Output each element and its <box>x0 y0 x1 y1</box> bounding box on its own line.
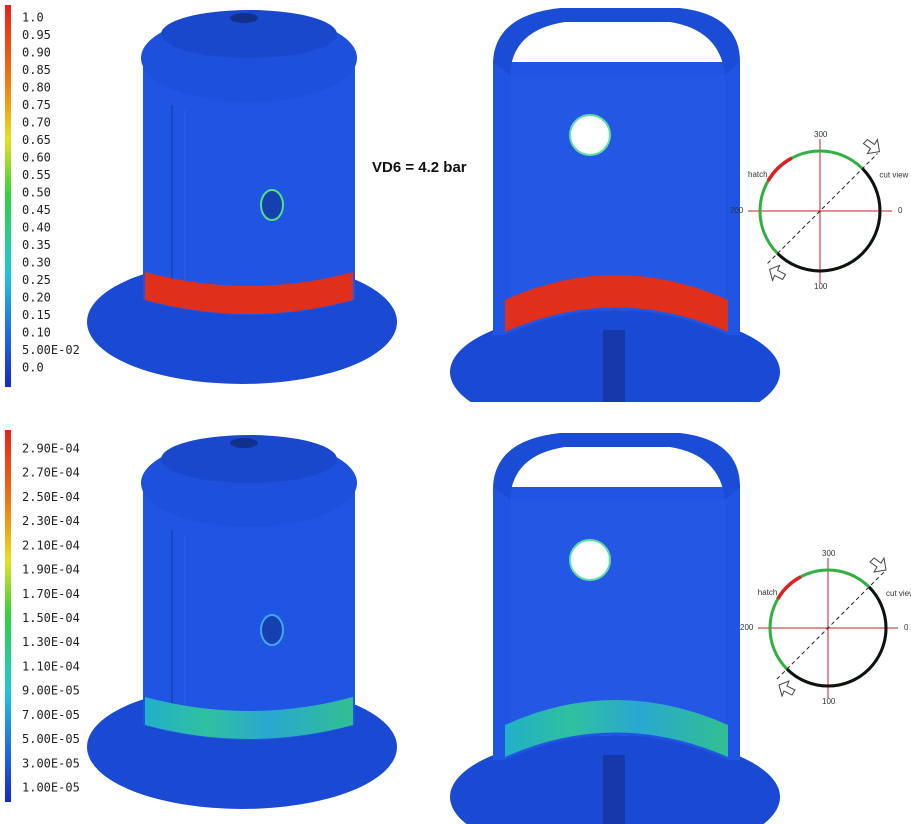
legend-label: 0.60 <box>22 151 51 165</box>
band <box>145 697 353 739</box>
legend-label: 1.30E-04 <box>22 635 80 649</box>
legend-label: 0.15 <box>22 308 51 322</box>
shaft <box>603 330 625 402</box>
arrow <box>869 556 887 573</box>
diagram-label: hatch <box>758 588 778 597</box>
legend-label: 0.75 <box>22 98 51 112</box>
legend-label: 3.00E-05 <box>22 756 80 770</box>
angle-label: 0 <box>898 206 903 215</box>
legend-label: 5.00E-05 <box>22 732 80 746</box>
legend-label: 1.90E-04 <box>22 563 80 577</box>
legend-label: 1.00E-05 <box>22 781 80 795</box>
cut-line <box>776 571 885 680</box>
legend-label: 0.95 <box>22 28 51 42</box>
angle-label: 100 <box>814 282 828 291</box>
legend-label: 1.70E-04 <box>22 587 80 601</box>
legend-label: 0.80 <box>22 81 51 95</box>
legend-label: 0.45 <box>22 203 51 217</box>
body <box>143 483 355 740</box>
legend-label: 0.35 <box>22 238 51 252</box>
dome-top <box>161 10 337 58</box>
opening <box>569 539 611 581</box>
legend-label: 2.70E-04 <box>22 466 80 480</box>
angle-label: 300 <box>822 549 836 558</box>
ring-cut <box>776 167 882 273</box>
angle-label: 200 <box>730 206 744 215</box>
legend-label: 0.85 <box>22 63 51 77</box>
band <box>505 275 728 332</box>
legend-label: 2.90E-04 <box>22 442 80 456</box>
legend-label: 0.10 <box>22 326 51 340</box>
angle-label: 200 <box>740 623 754 632</box>
legend-label: 2.30E-04 <box>22 514 80 528</box>
body <box>143 58 355 315</box>
legend-label: 1.50E-04 <box>22 611 80 625</box>
angle-label: 300 <box>814 130 828 139</box>
color-bar <box>5 5 11 387</box>
dome-top <box>161 435 337 483</box>
hatch-arc <box>766 156 793 182</box>
model <box>87 10 397 384</box>
apex <box>230 13 258 23</box>
diagram-label: cut view <box>886 589 911 598</box>
legend-label: 0.20 <box>22 291 51 305</box>
legend-label: 0.65 <box>22 133 51 147</box>
annotation: VD6 = 4.2 bar <box>372 159 467 176</box>
legend-label: 0.90 <box>22 46 51 60</box>
model <box>450 433 780 824</box>
diagram-label: hatch <box>748 170 768 179</box>
arrow <box>768 264 787 282</box>
legend-label: 0.30 <box>22 256 51 270</box>
inner-wall <box>510 75 725 300</box>
opening <box>260 614 284 646</box>
inner-wall <box>510 500 725 725</box>
dome <box>493 8 740 75</box>
shaft <box>603 755 625 824</box>
legend-label: 5.00E-02 <box>22 343 80 357</box>
diagram-label: cut view <box>879 171 908 180</box>
opening <box>569 114 611 156</box>
legend-label: 9.00E-05 <box>22 684 80 698</box>
hatch-arc <box>776 575 802 600</box>
angle-label: 100 <box>822 697 836 706</box>
legend-label: 7.00E-05 <box>22 708 80 722</box>
color-bar <box>5 430 11 802</box>
band <box>505 700 728 757</box>
opening <box>260 189 284 221</box>
dome <box>493 433 740 500</box>
legend-label: 0.70 <box>22 116 51 130</box>
legend-label: 0.55 <box>22 168 51 182</box>
apex <box>230 438 258 448</box>
legend-label: 0.40 <box>22 221 51 235</box>
legend-label: 0.0 <box>22 361 44 375</box>
model <box>450 8 780 402</box>
legend-label: 2.10E-04 <box>22 538 80 552</box>
ring-cut <box>785 585 888 688</box>
legend-label: 2.50E-04 <box>22 490 80 504</box>
legend-label: 0.25 <box>22 273 51 287</box>
legend-label: 1.10E-04 <box>22 659 80 673</box>
model <box>87 435 397 809</box>
arrow <box>778 680 796 698</box>
legend-label: 1.0 <box>22 11 44 25</box>
legend-label: 0.50 <box>22 186 51 200</box>
band <box>145 272 353 314</box>
angle-label: 0 <box>904 623 909 632</box>
arrow <box>862 138 881 155</box>
cut-line <box>767 153 878 264</box>
